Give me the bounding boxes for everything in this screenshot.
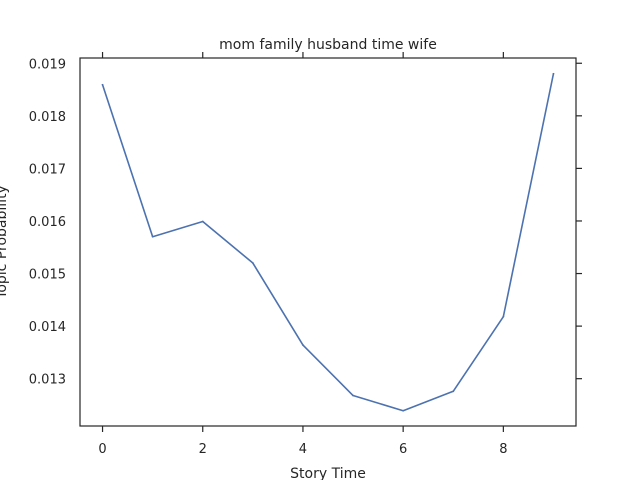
x-axis-label: Story Time — [290, 466, 366, 480]
data-point — [251, 262, 254, 264]
series-line — [101, 72, 555, 412]
y-axis-ticks: 0.013 0.014 0.015 0.016 0.017 0.018 0.019 — [29, 57, 582, 388]
y-tick-label: 0.019 — [29, 57, 66, 72]
data-point — [402, 409, 405, 412]
data-point — [201, 220, 204, 223]
y-tick-label: 0.017 — [29, 162, 66, 177]
x-tick-label: 0 — [98, 442, 106, 457]
y-tick-label: 0.015 — [29, 268, 66, 283]
x-tick-label: 4 — [299, 442, 307, 457]
data-point — [352, 394, 354, 397]
data-point — [151, 235, 154, 238]
y-tick-label: 0.014 — [29, 320, 66, 335]
y-tick-label: 0.018 — [29, 110, 66, 125]
x-tick-label: 2 — [199, 442, 207, 457]
y-axis-label: Topic Probability — [0, 185, 10, 300]
x-tick-label: 6 — [399, 442, 407, 457]
x-axis-ticks: 0 2 4 6 8 — [98, 52, 507, 457]
y-tick-label: 0.016 — [29, 215, 66, 230]
x-tick-label: 8 — [499, 442, 507, 457]
data-point — [101, 83, 104, 86]
plot-frame — [79, 57, 577, 427]
data-point — [502, 315, 505, 318]
y-tick-label: 0.013 — [29, 373, 66, 388]
data-point — [452, 390, 455, 393]
series-group — [101, 72, 555, 412]
data-point — [302, 344, 304, 346]
data-point — [552, 72, 555, 75]
chart-title: mom family husband time wife — [219, 37, 437, 53]
